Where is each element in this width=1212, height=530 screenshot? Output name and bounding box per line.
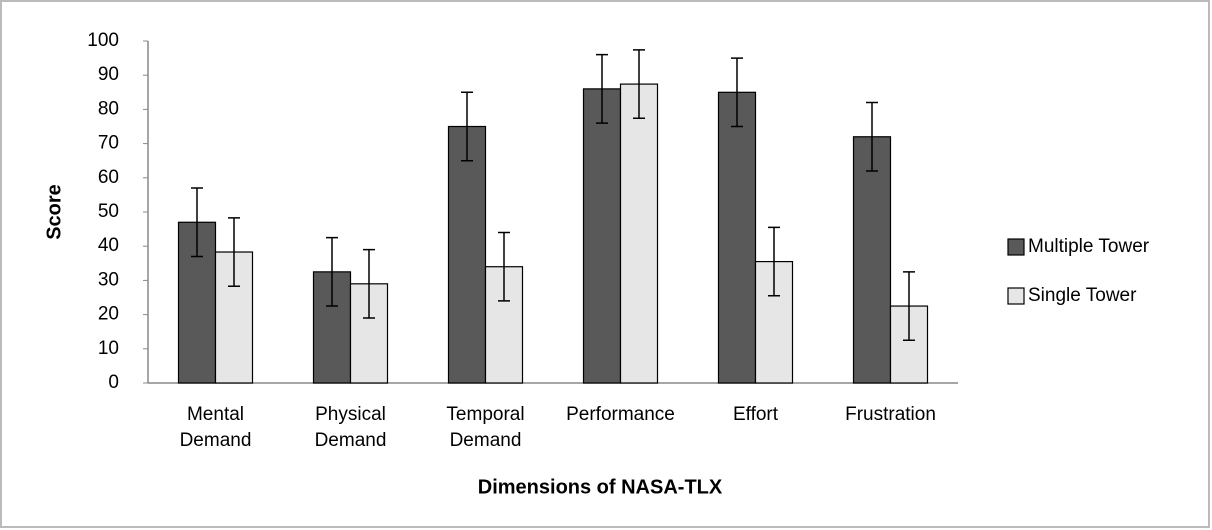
x-axis-title: Dimensions of NASA-TLX [478, 476, 723, 498]
error-bar [461, 91, 473, 162]
bar [619, 83, 659, 384]
y-tick-label: 20 [98, 304, 119, 325]
error-bar [498, 231, 510, 302]
x-tick-label: Frustration [845, 404, 936, 425]
x-tick-label: Mental Demand [179, 404, 252, 451]
bar [582, 88, 622, 384]
y-tick-label: 40 [98, 235, 119, 256]
y-tick-label: 100 [87, 30, 119, 51]
error-bar [363, 248, 375, 319]
legend-swatch [1007, 238, 1025, 256]
bar [852, 136, 892, 384]
error-bar [866, 101, 878, 172]
legend-label: Single Tower [1028, 285, 1137, 306]
error-bar [326, 236, 338, 307]
error-bar [731, 57, 743, 128]
y-tick-label: 30 [98, 269, 119, 290]
error-bar [191, 187, 203, 258]
bar [177, 221, 217, 384]
x-tick-label: Performance [566, 404, 675, 425]
error-bar [903, 271, 915, 341]
y-tick-label: 80 [98, 98, 119, 119]
y-axis-title: Score [43, 184, 65, 240]
y-tick-label: 10 [98, 338, 119, 359]
x-tick-label: Temporal Demand [446, 404, 525, 451]
x-tick-label: Physical Demand [314, 404, 387, 451]
error-bar [596, 53, 608, 124]
bar [349, 283, 389, 384]
y-tick-label: 0 [108, 372, 119, 393]
error-bar [768, 226, 780, 297]
y-tick-label: 50 [98, 201, 119, 222]
error-bar [228, 217, 240, 287]
bar [447, 125, 487, 384]
legend-swatch [1007, 287, 1025, 305]
y-tick-label: 70 [98, 133, 119, 154]
x-tick-label: Effort [732, 404, 779, 425]
y-tick-label: 90 [98, 64, 119, 85]
bar [717, 91, 757, 384]
legend-label: Multiple Tower [1028, 236, 1150, 257]
error-bar [633, 49, 645, 120]
y-tick-label: 60 [98, 167, 119, 188]
